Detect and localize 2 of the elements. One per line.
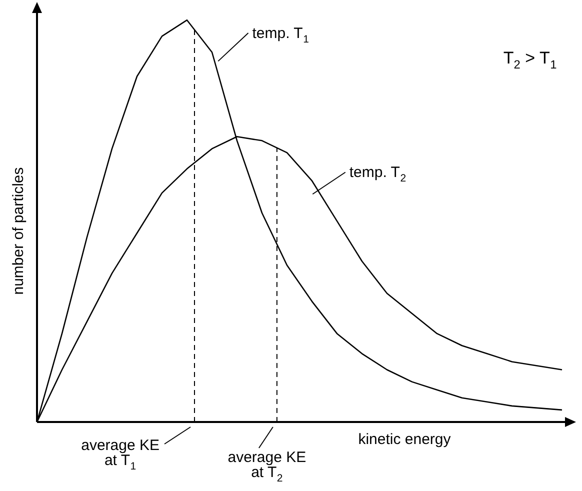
y-axis-title: number of particles: [10, 167, 27, 295]
x-axis-title: kinetic energy: [358, 431, 452, 448]
